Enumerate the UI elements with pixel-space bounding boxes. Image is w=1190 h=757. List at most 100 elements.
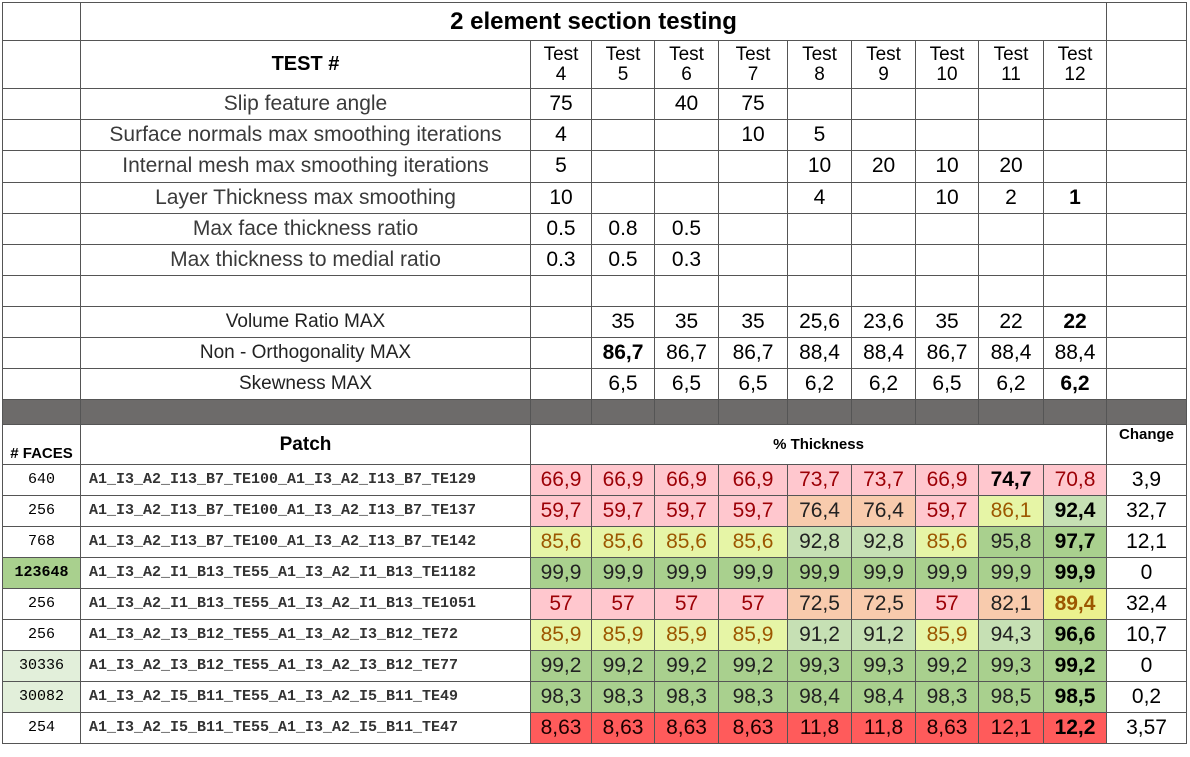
faces-count: 256 bbox=[2, 588, 81, 620]
change-value: 0 bbox=[1106, 650, 1187, 682]
thickness-value: 8,63 bbox=[915, 712, 979, 744]
change-value: 10,7 bbox=[1106, 619, 1187, 651]
test-number-label: TEST # bbox=[80, 40, 531, 89]
param-value bbox=[787, 213, 852, 245]
test-header-word: Test bbox=[1057, 43, 1093, 65]
test-header-word: Test bbox=[669, 43, 704, 65]
param-value bbox=[978, 213, 1044, 245]
thickness-header: % Thickness bbox=[530, 424, 1107, 465]
param-label: Max face thickness ratio bbox=[80, 213, 531, 245]
thickness-value: 12,1 bbox=[978, 712, 1044, 744]
faces-count: 640 bbox=[2, 464, 81, 496]
quality-label: Non - Orthogonality MAX bbox=[80, 337, 531, 369]
param-value bbox=[591, 182, 655, 214]
faces-count: 256 bbox=[2, 619, 81, 651]
param-value bbox=[1043, 119, 1107, 151]
thickness-value: 99,9 bbox=[851, 557, 916, 589]
quality-value: 22 bbox=[978, 306, 1044, 338]
test-header-word: Test bbox=[543, 43, 579, 65]
thickness-value: 95,8 bbox=[978, 526, 1044, 558]
param-label: Slip feature angle bbox=[80, 88, 531, 120]
thickness-value: 66,9 bbox=[718, 464, 788, 496]
param-value: 10 bbox=[915, 150, 979, 183]
table-title: 2 element section testing bbox=[80, 2, 1107, 41]
param-value: 0.5 bbox=[530, 213, 592, 245]
thickness-value: 66,9 bbox=[530, 464, 592, 496]
thickness-value: 85,9 bbox=[530, 619, 592, 651]
param-row: Layer Thickness max smoothing 10 4 10 2 1 bbox=[2, 182, 1187, 214]
thickness-value: 98,3 bbox=[530, 681, 592, 713]
param-value: 20 bbox=[978, 150, 1044, 183]
thickness-value: 66,9 bbox=[654, 464, 719, 496]
table-row: 640 A1_I3_A2_I13_B7_TE100_A1_I3_A2_I13_B7… bbox=[2, 464, 1187, 496]
param-value: 0.3 bbox=[530, 244, 592, 276]
param-value bbox=[1043, 213, 1107, 245]
thickness-value: 98,3 bbox=[718, 681, 788, 713]
param-value bbox=[718, 150, 788, 183]
patch-name: A1_I3_A2_I5_B11_TE55_A1_I3_A2_I5_B11_TE4… bbox=[80, 712, 531, 744]
quality-value: 6,2 bbox=[978, 368, 1044, 400]
param-value: 10 bbox=[787, 150, 852, 183]
thickness-value: 99,9 bbox=[1043, 557, 1107, 589]
patch-name: A1_I3_A2_I1_B13_TE55_A1_I3_A2_I1_B13_TE1… bbox=[80, 557, 531, 589]
param-row: Surface normals max smoothing iterations… bbox=[2, 119, 1187, 151]
thickness-value: 99,2 bbox=[654, 650, 719, 682]
param-value bbox=[851, 119, 916, 151]
thickness-value: 85,6 bbox=[654, 526, 719, 558]
thickness-value: 98,3 bbox=[915, 681, 979, 713]
quality-value: 88,4 bbox=[787, 337, 852, 369]
quality-value: 6,5 bbox=[591, 368, 655, 400]
test-header-word: Test bbox=[605, 43, 641, 65]
test-header-word: Test bbox=[802, 43, 837, 65]
param-value bbox=[1043, 88, 1107, 120]
param-value bbox=[591, 119, 655, 151]
param-label: Surface normals max smoothing iterations bbox=[80, 119, 531, 151]
quality-value: 6,5 bbox=[718, 368, 788, 400]
patch-name: A1_I3_A2_I13_B7_TE100_A1_I3_A2_I13_B7_TE… bbox=[80, 526, 531, 558]
thickness-value: 98,3 bbox=[591, 681, 655, 713]
thickness-value: 98,5 bbox=[1043, 681, 1107, 713]
thickness-value: 98,5 bbox=[978, 681, 1044, 713]
change-value: 12,1 bbox=[1106, 526, 1187, 558]
change-value: 32,4 bbox=[1106, 588, 1187, 620]
quality-value: 86,7 bbox=[654, 337, 719, 369]
param-value bbox=[851, 213, 916, 245]
param-value bbox=[654, 119, 719, 151]
thickness-value: 92,8 bbox=[787, 526, 852, 558]
test-header-7: Test 7 bbox=[718, 40, 788, 89]
thickness-value: 85,6 bbox=[718, 526, 788, 558]
thickness-value: 66,9 bbox=[591, 464, 655, 496]
thickness-value: 85,6 bbox=[591, 526, 655, 558]
thickness-value: 8,63 bbox=[654, 712, 719, 744]
thickness-value: 73,7 bbox=[787, 464, 852, 496]
change-value: 0,2 bbox=[1106, 681, 1187, 713]
test-header-5: Test 5 bbox=[591, 40, 655, 89]
param-value: 20 bbox=[851, 150, 916, 183]
param-value bbox=[787, 88, 852, 120]
thickness-value: 92,8 bbox=[851, 526, 916, 558]
table-row: 254 A1_I3_A2_I5_B11_TE55_A1_I3_A2_I5_B11_… bbox=[2, 712, 1187, 744]
param-row: Slip feature angle 75 40 75 bbox=[2, 88, 1187, 120]
thickness-value: 57 bbox=[530, 588, 592, 620]
thickness-value: 91,2 bbox=[787, 619, 852, 651]
param-value bbox=[654, 182, 719, 214]
param-value bbox=[718, 213, 788, 245]
faces-count: 123648 bbox=[2, 557, 81, 589]
thickness-value: 99,3 bbox=[787, 650, 852, 682]
param-value: 10 bbox=[915, 182, 979, 214]
quality-value: 6,2 bbox=[787, 368, 852, 400]
quality-value: 88,4 bbox=[978, 337, 1044, 369]
quality-value: 88,4 bbox=[851, 337, 916, 369]
test-header-word: Test bbox=[735, 43, 771, 65]
param-value bbox=[851, 244, 916, 276]
thickness-value: 59,7 bbox=[530, 495, 592, 527]
thickness-value: 85,9 bbox=[654, 619, 719, 651]
quality-value: 35 bbox=[915, 306, 979, 338]
test-header-number: 11 bbox=[1001, 63, 1021, 85]
thickness-value: 97,7 bbox=[1043, 526, 1107, 558]
thickness-value: 59,7 bbox=[718, 495, 788, 527]
patch-header: Patch bbox=[80, 424, 531, 465]
thickness-value: 86,1 bbox=[978, 495, 1044, 527]
thickness-value: 99,2 bbox=[915, 650, 979, 682]
param-value bbox=[654, 150, 719, 183]
